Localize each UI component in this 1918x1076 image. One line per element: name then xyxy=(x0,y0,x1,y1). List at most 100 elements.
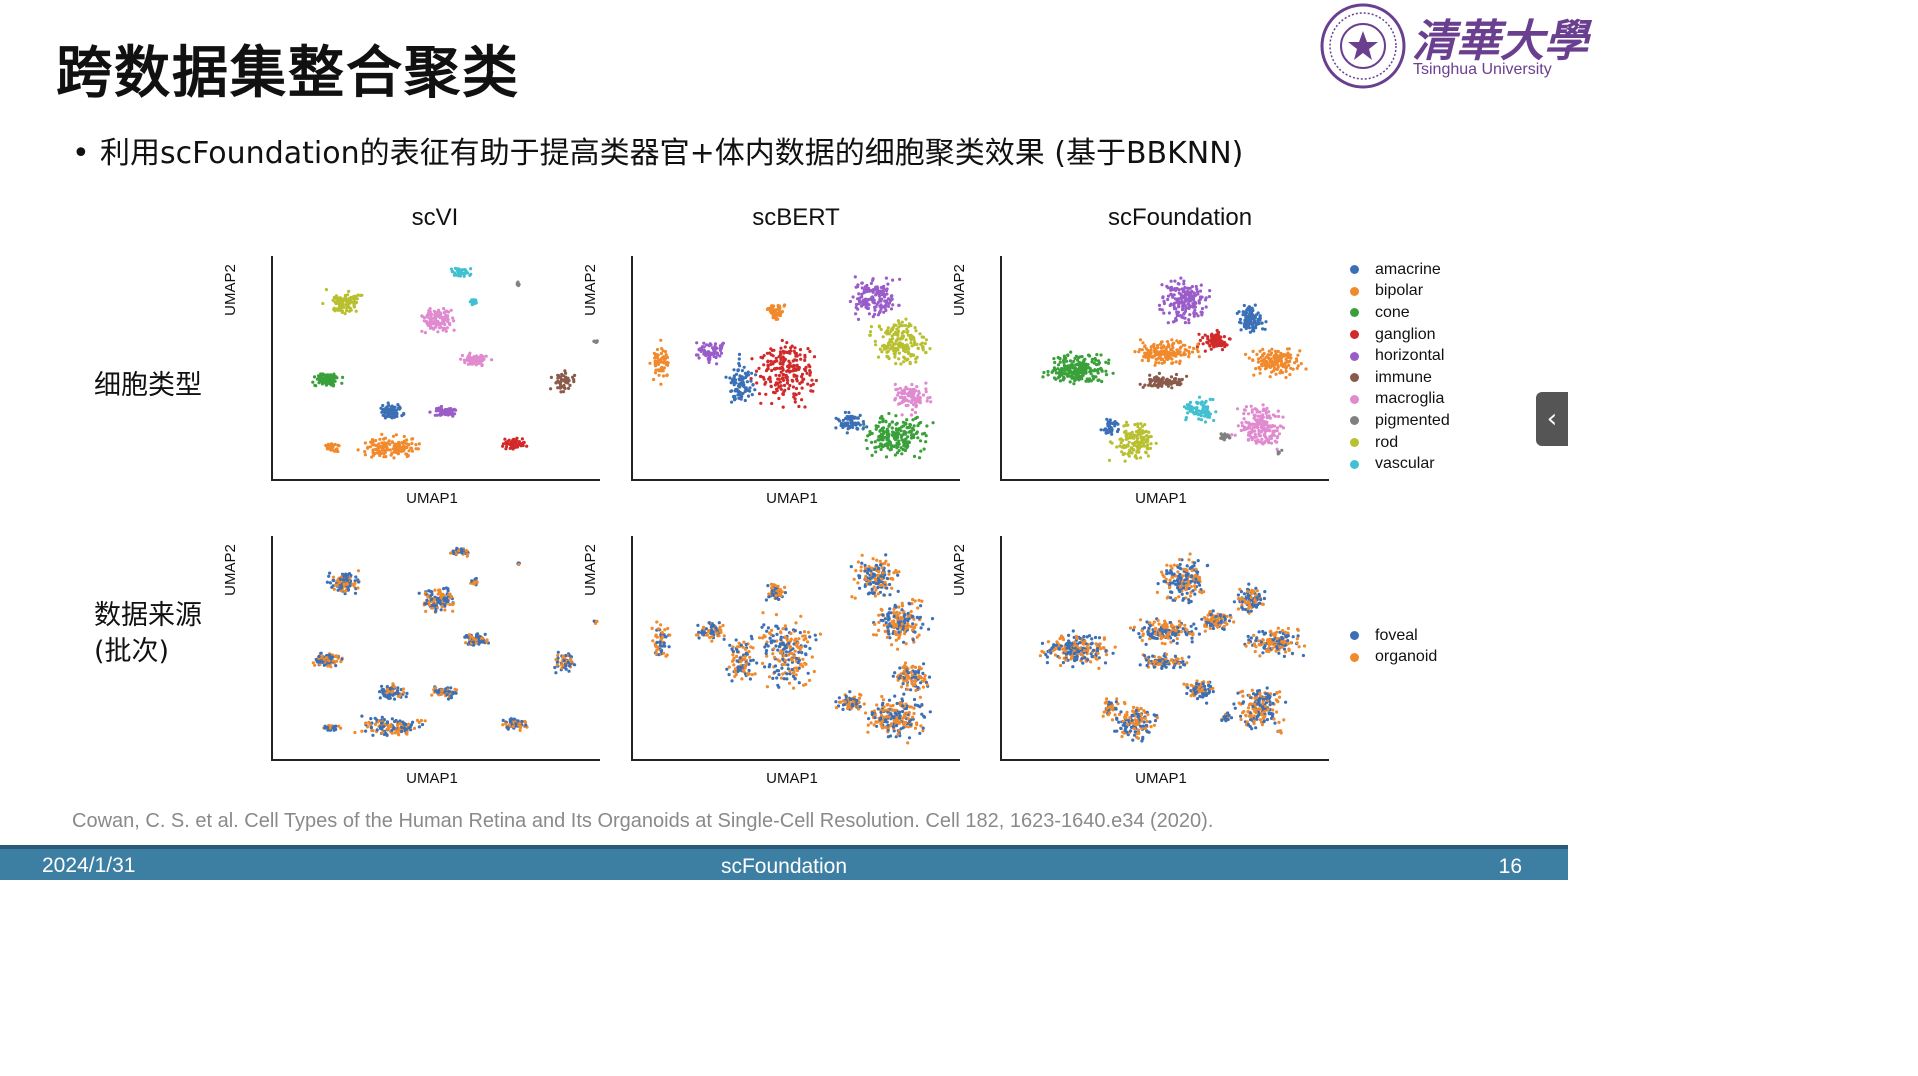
scatter-point xyxy=(1214,334,1218,338)
scatter-point xyxy=(391,434,396,438)
scatter-point xyxy=(440,605,444,609)
scatter-point xyxy=(483,632,487,636)
scatter-point xyxy=(1252,413,1256,417)
scatter-point xyxy=(437,314,441,318)
scatter-point xyxy=(318,660,322,664)
scatter-point xyxy=(448,323,452,327)
scatter-point xyxy=(1198,338,1202,342)
scatter-point xyxy=(706,356,710,360)
scatter-point xyxy=(342,574,346,578)
scatter-point xyxy=(348,297,352,301)
scatter-point xyxy=(850,423,854,427)
scatter-point xyxy=(1148,382,1152,386)
scatter-point xyxy=(743,398,747,403)
scatter-point xyxy=(893,398,897,402)
scatter-point xyxy=(1192,314,1196,318)
scatter-point xyxy=(906,357,910,361)
scatter-point xyxy=(315,377,319,381)
scatter-point xyxy=(1179,340,1183,344)
scatter-point xyxy=(1187,355,1191,359)
scatter-point xyxy=(890,426,894,430)
scatter-point xyxy=(1059,372,1063,376)
scatter-point xyxy=(1105,417,1109,421)
scatter-point xyxy=(556,653,560,657)
scatter-point xyxy=(881,429,885,433)
scatter-point xyxy=(912,403,916,407)
scatter-point xyxy=(660,635,664,639)
scatter-point xyxy=(707,630,711,634)
scatter-point xyxy=(892,352,896,356)
scatter-point xyxy=(890,420,894,424)
scatter-point xyxy=(891,278,895,282)
scatter-point xyxy=(795,374,799,378)
scatter-point xyxy=(884,442,888,446)
scatter-point xyxy=(814,378,818,383)
scatter-point xyxy=(751,383,755,387)
scatter-point xyxy=(1142,444,1146,448)
scatter-point xyxy=(891,337,895,341)
umap-plot-scbert-celltype: UMAP2 UMAP1 xyxy=(582,252,962,512)
scatter-point xyxy=(443,599,447,603)
scatter-point xyxy=(913,326,917,330)
scatter-point xyxy=(344,303,348,307)
scatter-point xyxy=(1251,349,1255,353)
scatter-point xyxy=(1073,371,1077,376)
scatter-point xyxy=(450,270,454,274)
scatter-point xyxy=(856,416,860,420)
scatter-point xyxy=(1251,308,1255,313)
scatter-point xyxy=(322,657,326,661)
scatter-point xyxy=(1067,364,1071,368)
scatter-point xyxy=(900,452,904,456)
scatter-point xyxy=(467,357,471,361)
scatter-point xyxy=(896,393,900,397)
scatter-point xyxy=(738,656,742,660)
scatter-point xyxy=(386,401,390,405)
umap-plot-scbert-batch: UMAP2 UMAP1 xyxy=(582,532,962,792)
scatter-point xyxy=(330,381,334,385)
scatter-point xyxy=(897,325,901,329)
scatter-point xyxy=(905,440,909,444)
scatter-point xyxy=(504,722,508,726)
scatter-point xyxy=(750,371,754,375)
scatter-point xyxy=(787,641,791,645)
scatter-point xyxy=(895,446,899,450)
scatter-point xyxy=(1284,369,1288,373)
scatter-point xyxy=(1154,441,1158,445)
scatter-point xyxy=(813,633,817,637)
scatter-point xyxy=(924,387,928,391)
scatter-point xyxy=(477,635,481,639)
scatter-point xyxy=(886,436,890,440)
scatter-point xyxy=(464,549,468,553)
scatter-point xyxy=(1276,450,1280,454)
scatter-point xyxy=(347,289,351,293)
scatter-point xyxy=(764,649,769,653)
scatter-point xyxy=(894,362,898,366)
scatter-point xyxy=(1141,385,1145,389)
scatter-point xyxy=(741,377,745,381)
scatter-point xyxy=(1252,317,1256,321)
scatter-point xyxy=(370,728,374,733)
scatter-point xyxy=(662,361,666,365)
scatter-point xyxy=(1054,377,1058,381)
scatter-point xyxy=(1065,359,1069,363)
scatter-point xyxy=(763,645,767,649)
scatter-point xyxy=(874,450,878,454)
scatter-point xyxy=(710,629,714,633)
scatter-point xyxy=(1151,384,1155,388)
scatter-point xyxy=(1178,359,1182,363)
scatter-point xyxy=(1182,282,1186,286)
scatter-point xyxy=(474,301,478,305)
scatter-point xyxy=(1259,362,1264,367)
scatter-point xyxy=(794,367,798,371)
scatter-point xyxy=(794,666,798,670)
scatter-point xyxy=(775,359,779,363)
scatter-point xyxy=(902,355,906,359)
scatter-point xyxy=(563,386,567,391)
scatter-point xyxy=(443,327,448,331)
scatter-point xyxy=(1194,301,1198,305)
scatter-point xyxy=(1137,350,1141,354)
scatter-point xyxy=(871,580,876,584)
scatter-point xyxy=(1287,347,1291,351)
scatter-point xyxy=(859,569,863,573)
scatter-point xyxy=(657,373,661,377)
